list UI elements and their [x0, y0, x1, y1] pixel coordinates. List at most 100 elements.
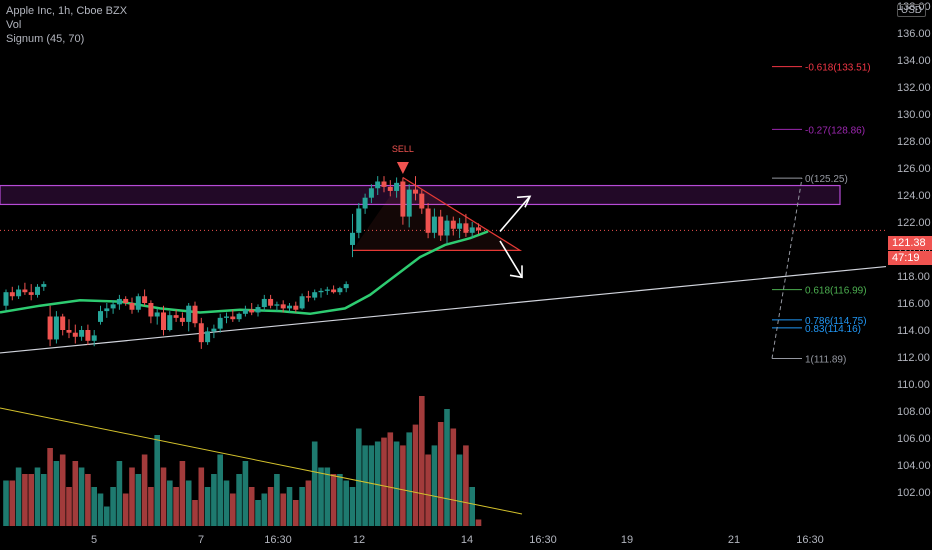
- volume-bar: [400, 445, 406, 526]
- candle-body: [406, 189, 412, 217]
- x-tick-label: 14: [461, 534, 473, 546]
- candle-body: [362, 197, 368, 209]
- candle-body: [305, 296, 311, 298]
- volume-bar: [173, 487, 179, 526]
- candle-body: [60, 316, 66, 330]
- volume-bar: [148, 487, 154, 526]
- candle-body: [198, 323, 204, 343]
- candle-body: [261, 298, 267, 308]
- volume-bar: [293, 500, 299, 526]
- fib-level-label: 0.83(114.16): [805, 324, 861, 335]
- candle-body: [53, 316, 59, 340]
- candle-body: [413, 189, 418, 194]
- candle-body: [205, 331, 211, 343]
- volume-bar: [179, 461, 186, 526]
- candle-body: [236, 313, 242, 320]
- volume-bar: [135, 474, 142, 526]
- candle-body: [22, 289, 28, 293]
- currency-badge[interactable]: USD: [896, 4, 926, 17]
- volume-label[interactable]: Vol: [6, 19, 22, 31]
- volume-bar: [299, 487, 305, 526]
- volume-bar: [198, 467, 205, 526]
- x-tick-label: 21: [728, 534, 740, 546]
- volume-bar: [97, 493, 104, 526]
- candle-body: [419, 193, 425, 209]
- candle-body: [85, 330, 91, 341]
- candle-body: [148, 303, 154, 317]
- y-tick-label: 132.00: [897, 82, 931, 94]
- candle-body: [41, 284, 47, 287]
- indicator-label[interactable]: Signum (45, 70): [6, 33, 85, 45]
- candle-body: [318, 290, 324, 293]
- candle-body: [299, 296, 305, 309]
- volume-bar: [267, 487, 274, 526]
- volume-bar: [337, 474, 343, 526]
- volume-bar: [3, 480, 9, 526]
- candle-body: [129, 303, 135, 310]
- symbol-title[interactable]: Apple Inc, 1h, Cboe BZX: [6, 5, 128, 17]
- candle-body: [224, 316, 229, 318]
- candle-body: [394, 182, 400, 191]
- volume-bar: [305, 480, 312, 526]
- signum-ma-line: [0, 230, 489, 316]
- candle-body: [274, 304, 280, 306]
- candle-body: [387, 186, 393, 191]
- fib-extension: -0.618(133.51) -0.27(128.86) 0(125.25) 0.61…: [771, 63, 871, 365]
- volume-bar: [286, 487, 293, 526]
- y-tick-label: 118.00: [897, 271, 930, 283]
- candle-body: [28, 292, 34, 295]
- volume-bar: [141, 454, 148, 526]
- y-tick-label: 136.00: [897, 28, 931, 40]
- y-tick-label: 112.00: [897, 352, 930, 364]
- candle-body: [47, 316, 53, 340]
- candle-body: [79, 330, 85, 337]
- x-tick-label: 12: [353, 534, 365, 546]
- volume-bar: [463, 445, 469, 526]
- candle-body: [173, 315, 179, 318]
- candle-body: [280, 304, 286, 309]
- fib-level-label: 0(125.25): [805, 174, 848, 185]
- candle-body: [287, 305, 292, 309]
- volume-bar: [343, 480, 349, 526]
- candle-body: [438, 216, 444, 236]
- candle-body: [368, 188, 374, 198]
- volume-bar: [122, 493, 129, 526]
- candle-body: [356, 208, 362, 233]
- candle-body: [104, 308, 110, 312]
- candle-body: [331, 289, 337, 293]
- candle-body: [444, 220, 450, 236]
- fib-level-label: 1(111.89): [805, 354, 846, 365]
- volume-bar: [72, 461, 79, 526]
- support-trendline: [0, 265, 887, 354]
- candle-body: [312, 292, 318, 298]
- candle-body: [255, 307, 261, 313]
- x-tick-label: 16:30: [529, 534, 557, 546]
- volume-bar: [280, 493, 286, 526]
- candle-body: [450, 220, 456, 229]
- candle-body: [110, 304, 116, 309]
- candle-body: [476, 227, 481, 231]
- volume-bar: [387, 432, 394, 526]
- y-tick-label: 124.00: [897, 190, 931, 202]
- volume-bar: [236, 474, 242, 526]
- candle-body: [9, 292, 15, 297]
- volume-bar: [456, 454, 463, 526]
- volume-bar: [318, 467, 324, 526]
- volume-bar: [110, 487, 116, 526]
- volume-bar: [469, 487, 475, 526]
- volume-bar: [66, 487, 72, 526]
- down-arrow: [499, 240, 523, 278]
- candle-body: [431, 216, 437, 233]
- candle-body: [91, 335, 97, 341]
- y-tick-label: 122.00: [897, 217, 931, 229]
- y-tick-label: 130.00: [897, 109, 931, 121]
- volume-bar: [362, 445, 368, 526]
- candle-body: [469, 227, 475, 233]
- volume-bar: [223, 480, 230, 526]
- volume-trendline: [0, 407, 523, 515]
- candle-body: [400, 181, 406, 217]
- y-tick-label: 128.00: [897, 136, 931, 148]
- volume-bar: [217, 454, 223, 526]
- volume-bar: [160, 467, 167, 526]
